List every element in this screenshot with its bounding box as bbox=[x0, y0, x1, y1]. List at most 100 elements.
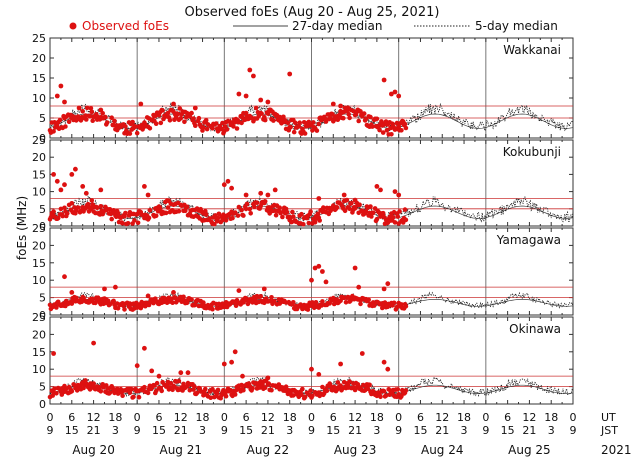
observed-point bbox=[220, 120, 225, 126]
observed-spike-point bbox=[145, 293, 151, 299]
observed-point bbox=[254, 200, 260, 205]
observed-point bbox=[51, 129, 56, 134]
observed-point bbox=[248, 211, 253, 216]
panel-okinawa: 0 5 10 15 20 25 Okinawa bbox=[32, 311, 574, 411]
observed-point bbox=[109, 115, 114, 120]
observed-point bbox=[232, 210, 238, 215]
observed-point bbox=[146, 215, 152, 221]
observed-point bbox=[277, 205, 283, 210]
observed-point bbox=[298, 302, 303, 307]
observed-spike-point bbox=[113, 284, 118, 290]
observed-spike-point bbox=[338, 103, 343, 109]
observed-point bbox=[292, 120, 298, 125]
observed-point bbox=[365, 386, 371, 392]
observed-spike-point bbox=[243, 192, 249, 198]
observed-spike-point bbox=[265, 192, 271, 198]
observed-point bbox=[280, 214, 285, 220]
observed-spike-point bbox=[309, 366, 314, 372]
x-tick-label-ut: 18 bbox=[196, 411, 210, 424]
observed-point bbox=[51, 209, 56, 214]
x-tick-label-jst: 3 bbox=[199, 424, 206, 437]
observed-point bbox=[262, 117, 268, 123]
observed-point bbox=[380, 130, 386, 135]
y-tick-label: 25 bbox=[32, 311, 46, 324]
observed-spike-point bbox=[91, 340, 96, 346]
x-tick-label-jst: 15 bbox=[413, 424, 427, 437]
observed-point bbox=[132, 218, 137, 223]
observed-spike-point bbox=[272, 187, 278, 193]
observed-spike-point bbox=[229, 185, 235, 191]
observed-point bbox=[194, 390, 200, 396]
station-name: Yamagawa bbox=[496, 233, 561, 247]
observed-point bbox=[351, 108, 356, 114]
observed-point bbox=[308, 209, 313, 214]
observed-spike-point bbox=[323, 279, 329, 285]
observed-point bbox=[52, 386, 57, 392]
x-tick-label-jst: 21 bbox=[174, 424, 188, 437]
observed-point bbox=[142, 384, 147, 390]
station-panels: 0 5 10 15 20 25 Wakkanai 0 5 10 15 20 25 Kokubunji 0 5 1… bbox=[32, 32, 574, 411]
observed-point bbox=[115, 306, 121, 311]
observed-point bbox=[181, 294, 186, 300]
station-name: Okinawa bbox=[509, 322, 561, 336]
station-name: Wakkanai bbox=[503, 43, 561, 57]
observed-point bbox=[75, 205, 81, 210]
observed-point bbox=[250, 386, 255, 391]
observed-point bbox=[63, 124, 68, 129]
observed-point bbox=[306, 220, 312, 226]
observed-spike-point bbox=[265, 375, 271, 381]
observed-spike-point bbox=[58, 187, 64, 193]
observed-point bbox=[184, 204, 190, 210]
observed-point bbox=[269, 387, 274, 393]
observed-spike-point bbox=[76, 105, 82, 111]
y-tick-label: 15 bbox=[32, 346, 46, 359]
observed-spike-point bbox=[341, 192, 347, 198]
observed-point bbox=[281, 114, 286, 120]
y-tick-label: 10 bbox=[32, 363, 46, 376]
observed-spike-point bbox=[265, 99, 271, 105]
observed-point bbox=[299, 211, 304, 217]
observed-point bbox=[105, 298, 111, 304]
legend-median27-label: 27-day median bbox=[292, 19, 382, 33]
y-axis-label: foEs (MHz) bbox=[15, 196, 29, 260]
observed-point bbox=[262, 385, 268, 391]
observed-point bbox=[305, 307, 311, 312]
observed-spike-point bbox=[142, 184, 147, 189]
observed-point bbox=[203, 212, 209, 217]
day-label: Aug 25 bbox=[508, 443, 551, 457]
observed-point bbox=[328, 116, 333, 121]
observed-point bbox=[370, 210, 376, 216]
observed-point bbox=[210, 306, 215, 312]
panel-kokubunji: 0 5 10 15 20 25 Kokubunji bbox=[32, 134, 574, 233]
observed-point bbox=[374, 216, 380, 222]
observed-point bbox=[377, 127, 382, 133]
observed-point bbox=[335, 117, 341, 122]
legend: Observed foEs 27-day median 5-day median bbox=[69, 19, 558, 33]
observed-point bbox=[312, 220, 318, 225]
y-tick-label: 5 bbox=[39, 112, 46, 125]
jst-label: JST bbox=[600, 424, 618, 437]
day-label: Aug 24 bbox=[421, 443, 464, 457]
observed-spike-point bbox=[381, 286, 387, 292]
observed-point bbox=[114, 214, 119, 219]
observed-point bbox=[331, 203, 336, 208]
observed-point bbox=[347, 206, 352, 212]
observed-spike-point bbox=[54, 178, 60, 184]
observed-point bbox=[361, 111, 367, 116]
x-tick-label-ut: 6 bbox=[68, 411, 75, 424]
observed-spike-point bbox=[171, 101, 176, 107]
observed-spike-point bbox=[356, 284, 362, 290]
observed-point bbox=[288, 124, 293, 130]
observed-point bbox=[403, 304, 409, 309]
observed-point bbox=[57, 117, 63, 123]
x-tick-label-jst: 9 bbox=[308, 424, 315, 437]
observed-point bbox=[381, 389, 387, 394]
observed-spike-point bbox=[243, 93, 249, 99]
observed-spike-point bbox=[258, 97, 264, 103]
observed-point bbox=[163, 210, 169, 216]
observed-spike-point bbox=[185, 370, 191, 376]
observed-spike-point bbox=[287, 71, 293, 77]
observed-point bbox=[157, 205, 163, 210]
x-tick-label-jst: 21 bbox=[87, 424, 101, 437]
